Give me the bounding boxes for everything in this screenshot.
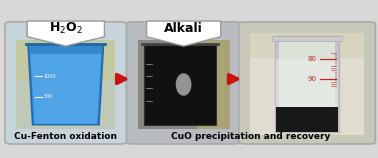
- Bar: [144, 44, 216, 125]
- Bar: [250, 33, 364, 58]
- Text: CuO precipitation and recovery: CuO precipitation and recovery: [171, 132, 331, 141]
- Bar: [272, 36, 342, 41]
- FancyBboxPatch shape: [5, 22, 127, 144]
- Polygon shape: [27, 21, 104, 46]
- Bar: [275, 36, 339, 132]
- Bar: [250, 33, 364, 135]
- Bar: [138, 40, 229, 129]
- Bar: [16, 40, 115, 80]
- Text: H$_2$O$_2$: H$_2$O$_2$: [49, 21, 83, 36]
- Text: Cu-Fenton oxidation: Cu-Fenton oxidation: [14, 132, 117, 141]
- Bar: [276, 107, 338, 132]
- Ellipse shape: [176, 73, 191, 96]
- Bar: [335, 36, 339, 132]
- Text: 80: 80: [308, 56, 317, 62]
- Text: 1000: 1000: [43, 74, 56, 79]
- Bar: [276, 59, 338, 107]
- Polygon shape: [28, 44, 104, 125]
- Bar: [197, 40, 229, 129]
- Bar: [275, 36, 279, 132]
- Text: 500: 500: [43, 94, 53, 99]
- Text: 90: 90: [308, 76, 317, 82]
- Polygon shape: [147, 21, 221, 46]
- Bar: [16, 40, 115, 129]
- FancyBboxPatch shape: [239, 22, 375, 144]
- FancyBboxPatch shape: [127, 22, 241, 144]
- Polygon shape: [30, 54, 101, 124]
- Text: Alkali: Alkali: [164, 22, 203, 35]
